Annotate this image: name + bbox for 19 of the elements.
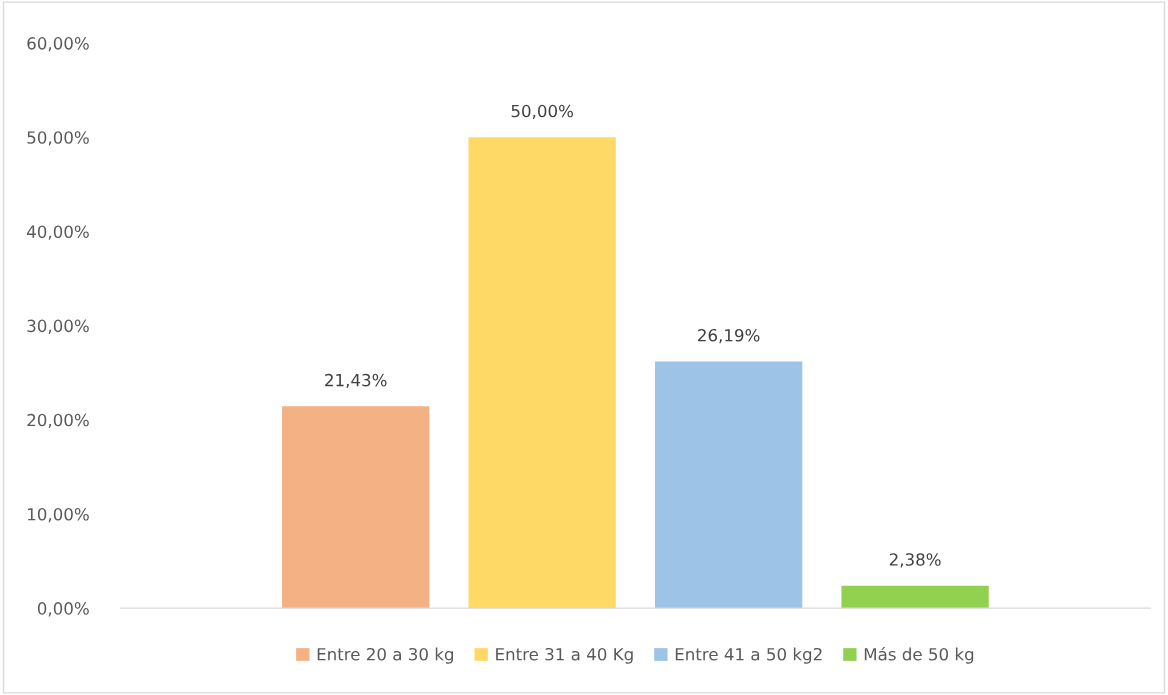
y-tick-label: 60,00% (27, 37, 89, 52)
legend-label: Entre 20 a 30 kg (317, 647, 454, 664)
data-label: 21,43% (325, 373, 387, 389)
legend-label: Más de 50 kg (864, 646, 974, 664)
y-tick-label: 40,00% (27, 225, 89, 240)
y-tick-label: 0,00% (37, 602, 89, 617)
data-label: 50,00% (511, 104, 574, 120)
y-tick-label: 20,00% (27, 413, 89, 429)
bar (282, 406, 430, 609)
y-tick-label: 50,00% (27, 131, 89, 146)
legend-label: Entre 31 a 40 Kg (496, 647, 633, 664)
data-label: 2,38% (889, 553, 941, 568)
bar (841, 585, 989, 609)
legend-label: Entre 41 a 50 kg2 (675, 647, 822, 664)
bar (654, 361, 803, 609)
data-label: 26,19% (698, 328, 760, 344)
y-tick-label: 10,00% (28, 507, 89, 523)
y-tick-label: 30,00% (27, 319, 89, 334)
bar (468, 137, 616, 609)
